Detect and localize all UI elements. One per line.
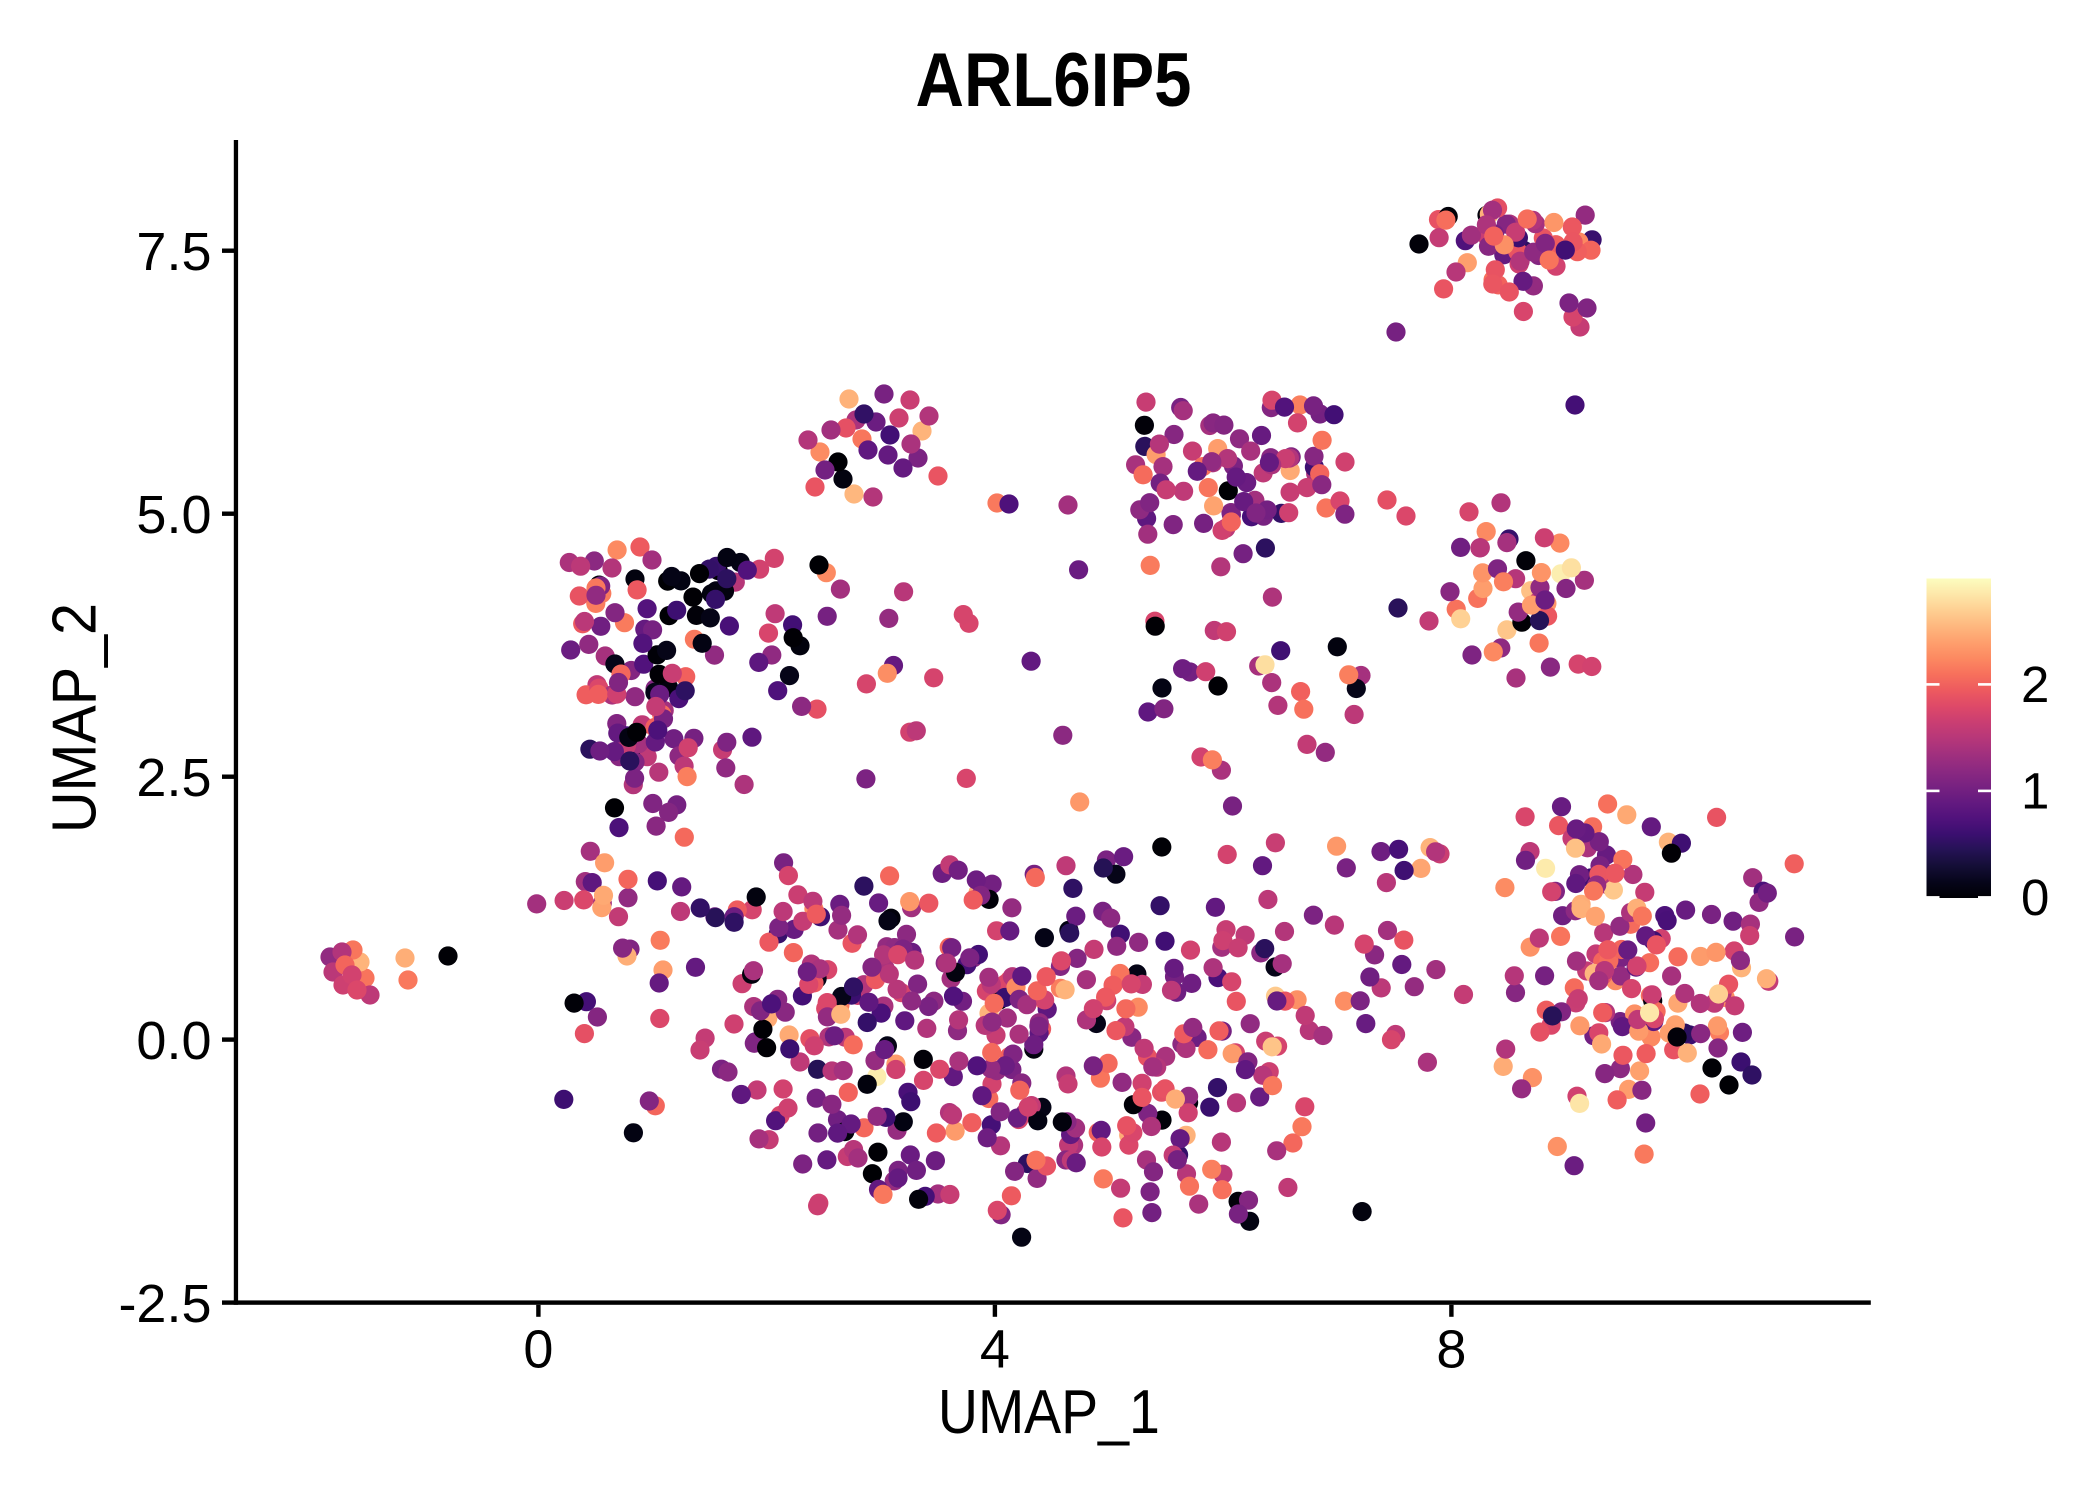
svg-text:UMAP_1: UMAP_1 [938,1378,1160,1447]
svg-text:0: 0 [2021,869,2049,926]
svg-text:ARL6IP5: ARL6IP5 [916,38,1192,123]
svg-text:UMAP_2: UMAP_2 [40,603,109,833]
svg-text:1: 1 [2021,762,2049,819]
svg-text:2.5: 2.5 [136,748,211,808]
svg-text:4: 4 [980,1320,1010,1380]
svg-text:2: 2 [2021,656,2049,713]
svg-text:0: 0 [523,1320,553,1380]
svg-text:-2.5: -2.5 [118,1274,211,1334]
svg-text:5.0: 5.0 [136,485,211,545]
svg-text:7.5: 7.5 [136,222,211,282]
svg-text:8: 8 [1436,1320,1466,1380]
svg-text:0.0: 0.0 [136,1011,211,1071]
